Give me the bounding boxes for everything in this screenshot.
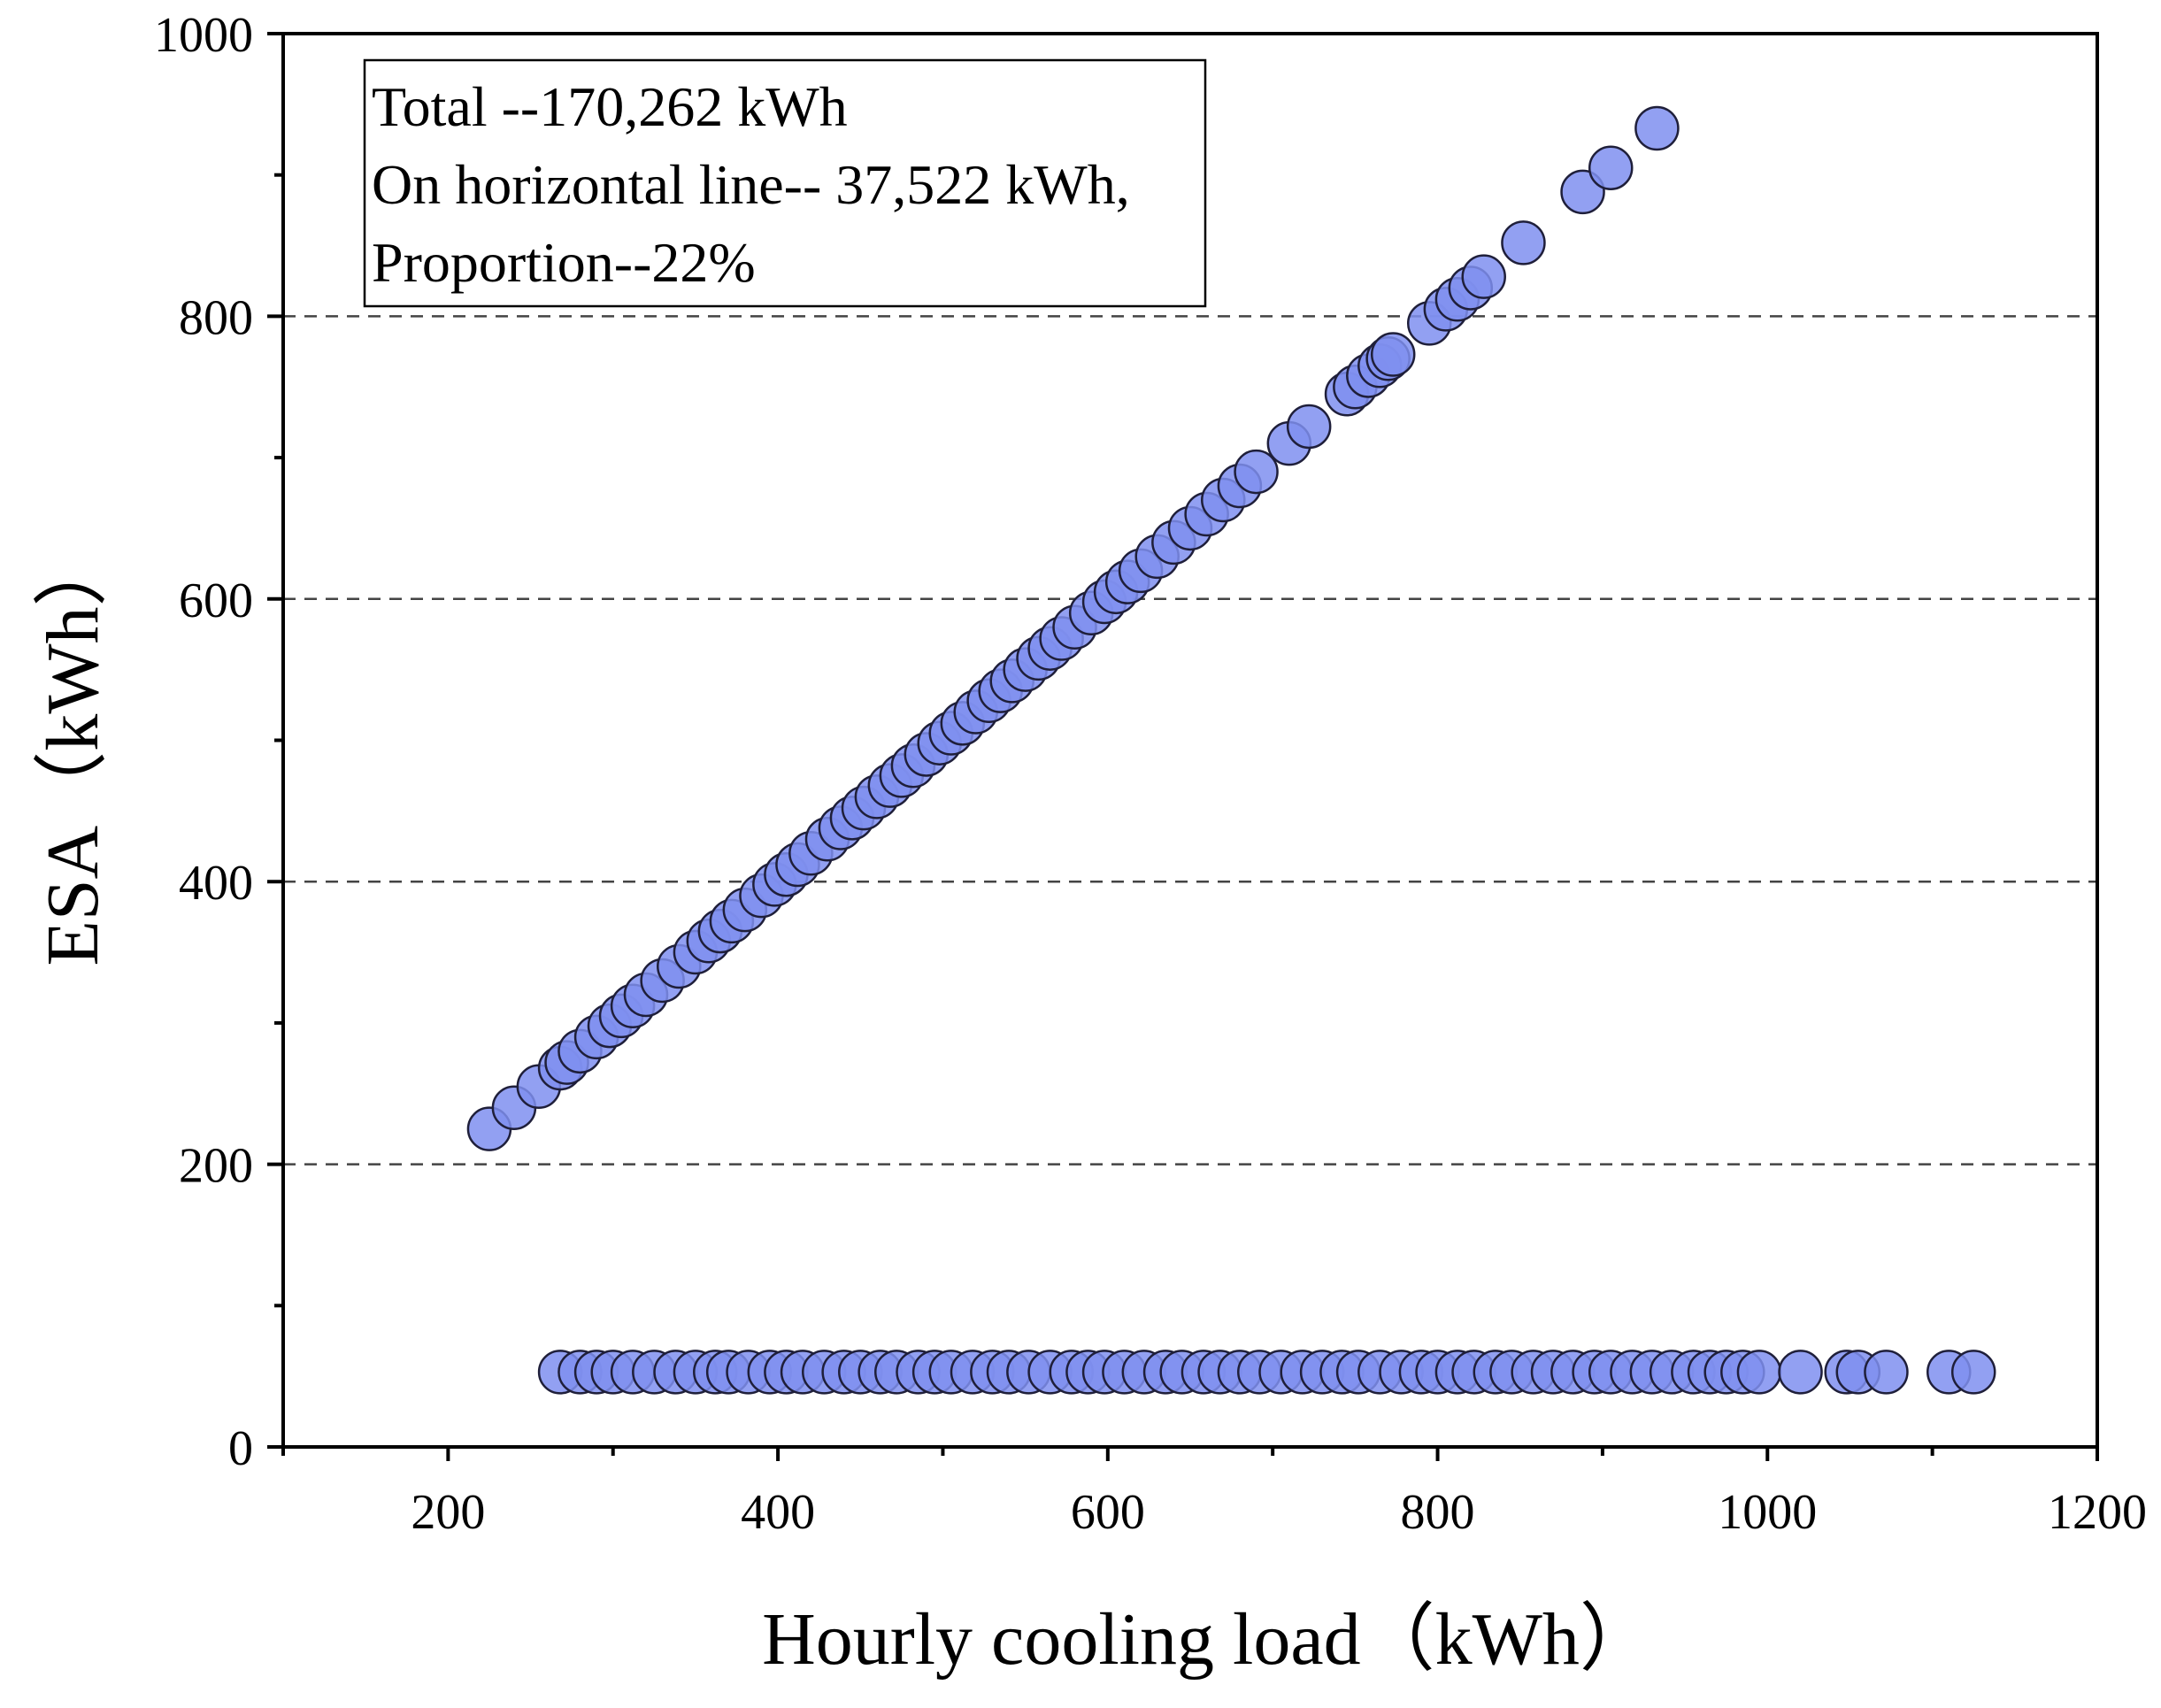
annotation-horizontal-line: On horizontal line-- 37,522 kWh, bbox=[372, 153, 1130, 216]
horizontal-point bbox=[1864, 1350, 1909, 1395]
annotation-total: Total --170,262 kWh bbox=[372, 75, 848, 138]
points-layer bbox=[466, 105, 1996, 1395]
y-tick-label-400: 400 bbox=[179, 856, 253, 911]
x-tick-label-600: 600 bbox=[1071, 1485, 1145, 1540]
annotation-frame bbox=[363, 58, 1207, 308]
x-tick-label-1000: 1000 bbox=[1718, 1485, 1817, 1540]
x-tick-label-400: 400 bbox=[741, 1485, 815, 1540]
y-tick-label-600: 600 bbox=[179, 573, 253, 628]
y-tick-label-0: 0 bbox=[228, 1421, 253, 1476]
ticks-layer: 200 400 600 800 1000 1200 0 200 400 600 800 1000 bbox=[154, 8, 2147, 1540]
x-tick-label-1200: 1200 bbox=[2048, 1485, 2147, 1540]
horizontal-point bbox=[1778, 1350, 1823, 1395]
diagonal-point bbox=[1501, 220, 1546, 265]
horizontal-point bbox=[1736, 1350, 1782, 1395]
x-tick-label-200: 200 bbox=[411, 1485, 485, 1540]
x-axis-title: Hourly cooling load（kWh） bbox=[762, 1598, 1654, 1681]
y-tick-label-800: 800 bbox=[179, 290, 253, 345]
y-tick-label-200: 200 bbox=[179, 1139, 253, 1194]
annotation-proportion: Proportion--22% bbox=[372, 231, 756, 294]
diagonal-point bbox=[1588, 145, 1634, 190]
diagonal-point bbox=[1286, 404, 1332, 450]
diagonal-point bbox=[1234, 449, 1279, 495]
horizontal-point bbox=[1950, 1350, 1996, 1395]
y-axis-title: ESA（kWh） bbox=[32, 533, 114, 966]
diagonal-point bbox=[1370, 332, 1416, 377]
grid-layer bbox=[283, 315, 2097, 1166]
x-tick-label-800: 800 bbox=[1401, 1485, 1475, 1540]
diagonal-point bbox=[1634, 105, 1680, 151]
annotation-box: Total --170,262 kWh On horizontal line--… bbox=[363, 58, 1207, 308]
diagonal-point bbox=[1461, 254, 1506, 299]
y-tick-label-1000: 1000 bbox=[154, 8, 253, 63]
